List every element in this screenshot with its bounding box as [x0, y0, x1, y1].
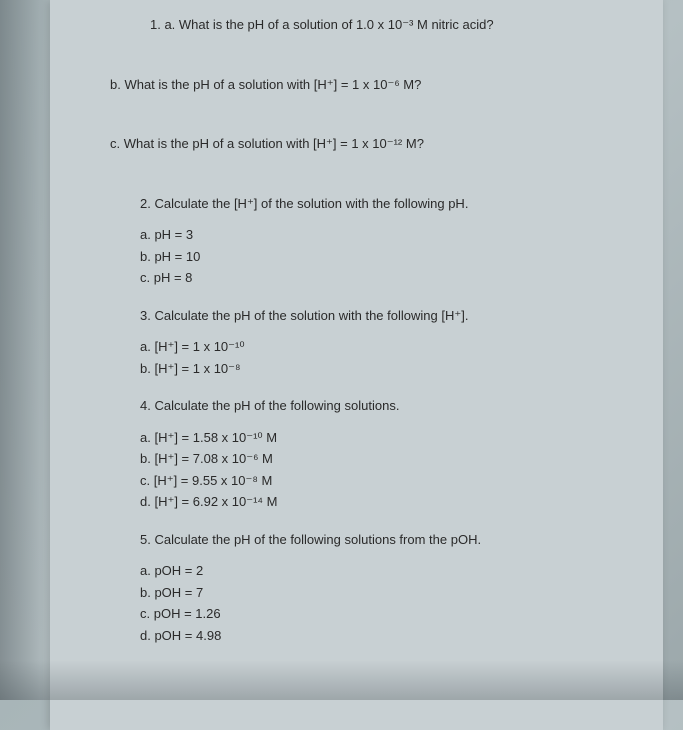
- question-2b: b. pH = 10: [140, 247, 633, 267]
- question-1c: c. What is the pH of a solution with [H⁺…: [110, 134, 633, 154]
- question-5-items: a. pOH = 2 b. pOH = 7 c. pOH = 1.26 d. p…: [140, 561, 633, 645]
- question-3b: b. [H⁺] = 1 x 10⁻⁸: [140, 359, 633, 379]
- question-3-items: a. [H⁺] = 1 x 10⁻¹⁰ b. [H⁺] = 1 x 10⁻⁸: [140, 337, 633, 378]
- question-5a: a. pOH = 2: [140, 561, 633, 581]
- question-4-prompt: 4. Calculate the pH of the following sol…: [140, 396, 633, 416]
- question-2a: a. pH = 3: [140, 225, 633, 245]
- question-4d: d. [H⁺] = 6.92 x 10⁻¹⁴ M: [140, 492, 633, 512]
- worksheet-page: 1. a. What is the pH of a solution of 1.…: [50, 0, 663, 730]
- vignette-left: [0, 0, 50, 700]
- question-1b: b. What is the pH of a solution with [H⁺…: [110, 75, 633, 95]
- question-2-items: a. pH = 3 b. pH = 10 c. pH = 8: [140, 225, 633, 288]
- question-3a: a. [H⁺] = 1 x 10⁻¹⁰: [140, 337, 633, 357]
- question-5d: d. pOH = 4.98: [140, 626, 633, 646]
- question-4b: b. [H⁺] = 7.08 x 10⁻⁶ M: [140, 449, 633, 469]
- question-3-prompt: 3. Calculate the pH of the solution with…: [140, 306, 633, 326]
- question-4c: c. [H⁺] = 9.55 x 10⁻⁸ M: [140, 471, 633, 491]
- question-4a: a. [H⁺] = 1.58 x 10⁻¹⁰ M: [140, 428, 633, 448]
- question-2c: c. pH = 8: [140, 268, 633, 288]
- question-4-items: a. [H⁺] = 1.58 x 10⁻¹⁰ M b. [H⁺] = 7.08 …: [140, 428, 633, 512]
- question-5c: c. pOH = 1.26: [140, 604, 633, 624]
- question-2-prompt: 2. Calculate the [H⁺] of the solution wi…: [140, 194, 633, 214]
- question-5-prompt: 5. Calculate the pH of the following sol…: [140, 530, 633, 550]
- question-5b: b. pOH = 7: [140, 583, 633, 603]
- question-1a: 1. a. What is the pH of a solution of 1.…: [150, 15, 633, 35]
